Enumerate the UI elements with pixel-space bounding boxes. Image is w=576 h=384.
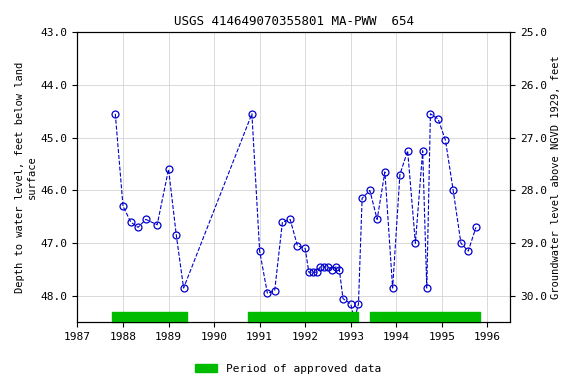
- Title: USGS 414649070355801 MA-PWW  654: USGS 414649070355801 MA-PWW 654: [174, 15, 414, 28]
- Y-axis label: Groundwater level above NGVD 1929, feet: Groundwater level above NGVD 1929, feet: [551, 55, 561, 299]
- Y-axis label: Depth to water level, feet below land
surface: Depth to water level, feet below land su…: [15, 61, 37, 293]
- Legend: Period of approved data: Period of approved data: [191, 359, 385, 379]
